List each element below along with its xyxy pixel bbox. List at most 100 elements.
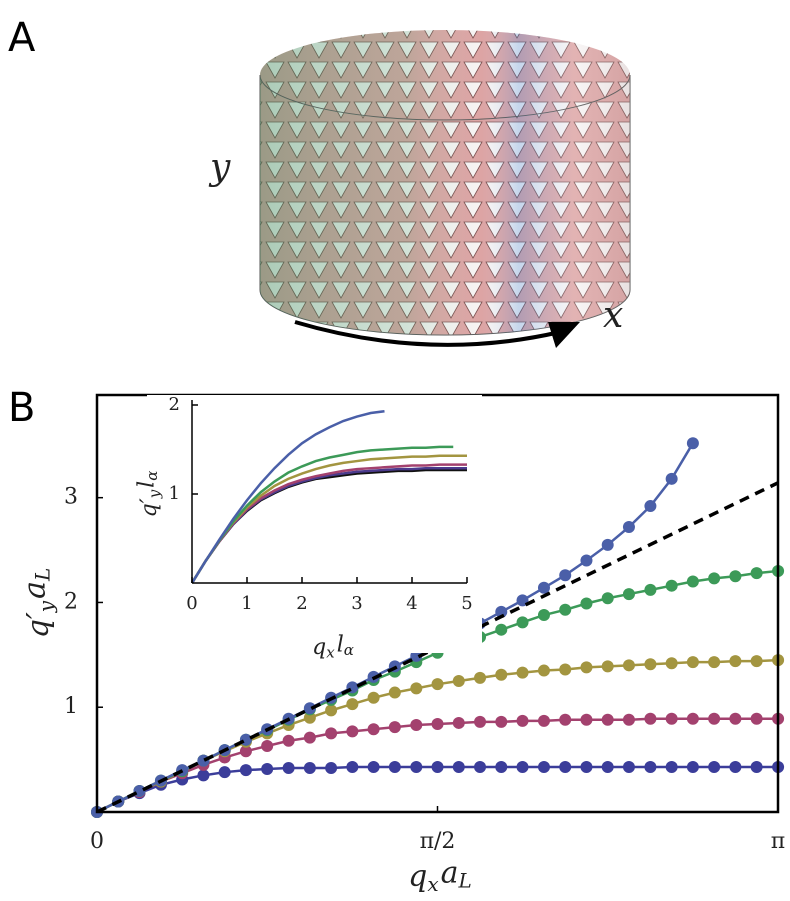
data-point [325, 761, 338, 774]
data-point [367, 723, 380, 736]
data-point [729, 712, 742, 725]
data-point [729, 655, 742, 668]
data-point [325, 727, 338, 740]
axis-label: qxlα [312, 633, 354, 662]
data-point [729, 760, 742, 773]
data-point [622, 659, 635, 672]
series-line [190, 409, 385, 584]
data-point [708, 656, 721, 669]
axis-label-part: q′ [137, 498, 162, 517]
data-point [239, 745, 252, 758]
data-point [197, 754, 210, 767]
data-point [750, 567, 763, 580]
data-point [474, 760, 487, 773]
data-point [708, 572, 721, 585]
data-point [303, 711, 316, 724]
data-point [686, 437, 699, 450]
data-point [239, 764, 252, 777]
data-point [410, 760, 423, 773]
data-point [622, 713, 635, 726]
data-point [729, 570, 742, 583]
data-point [516, 714, 529, 727]
data-point [516, 616, 529, 629]
data-point [431, 717, 444, 730]
data-point [750, 760, 763, 773]
data-point [559, 713, 572, 726]
data-point [686, 656, 699, 669]
axis-label: q′yaL [18, 568, 58, 639]
data-point [665, 657, 678, 670]
x-tick-label: π [771, 829, 785, 854]
arrow-head [548, 322, 580, 348]
data-point [559, 663, 572, 676]
data-point [644, 658, 657, 671]
data-point [367, 760, 380, 773]
data-point [516, 666, 529, 679]
data-point [495, 715, 508, 728]
data-point [516, 760, 529, 773]
axis-label: qxaL [408, 856, 472, 896]
data-point [431, 760, 444, 773]
y-tick-label: 1 [169, 483, 180, 504]
data-point [282, 761, 295, 774]
data-point [495, 605, 508, 618]
data-point [388, 760, 401, 773]
data-point [346, 760, 359, 773]
y-tick-label: 2 [169, 394, 180, 415]
data-point [410, 682, 423, 695]
data-point [261, 739, 274, 752]
data-point [367, 691, 380, 704]
data-point [559, 760, 572, 773]
data-point [537, 609, 550, 622]
axis-label-part: α [344, 641, 354, 659]
data-point [580, 713, 593, 726]
axis-label-part: L [458, 868, 472, 892]
x-tick-label: 2 [296, 593, 307, 614]
axis-label: q′ylα [135, 471, 164, 518]
data-point [601, 660, 614, 673]
y-tick-label: 3 [64, 485, 78, 510]
axis-label-part: l [135, 481, 160, 488]
x-tick-label: 3 [351, 593, 362, 614]
data-point [622, 760, 635, 773]
cylinder [259, 30, 631, 336]
axis-label-part: q [408, 859, 427, 894]
x-tick-label: 4 [406, 593, 417, 614]
x-tick-label: 0 [186, 593, 197, 614]
data-point [431, 678, 444, 691]
data-point [495, 668, 508, 681]
panel-label: A [8, 15, 36, 61]
data-point [686, 760, 699, 773]
data-point [537, 581, 550, 594]
axis-label-part: q′ [21, 612, 56, 638]
data-point [303, 761, 316, 774]
data-point [601, 538, 614, 551]
x-tick-label: 5 [461, 593, 472, 614]
data-point [452, 675, 465, 688]
data-point [750, 655, 763, 668]
axis-label-part: a [18, 581, 53, 599]
data-point [686, 575, 699, 588]
data-point [218, 766, 231, 779]
axis-label-part: y [34, 600, 58, 613]
axis-label-part: L [30, 568, 54, 582]
data-point [495, 623, 508, 636]
series-line [190, 445, 454, 584]
data-point [346, 698, 359, 711]
data-point [197, 769, 210, 782]
data-point [665, 579, 678, 592]
data-point [644, 583, 657, 596]
data-point [388, 721, 401, 734]
x-tick-label: 0 [90, 829, 104, 854]
axis-label: y [208, 147, 231, 188]
data-point [559, 603, 572, 616]
data-point [537, 714, 550, 727]
panel-label: B [8, 385, 35, 431]
data-point [750, 712, 763, 725]
data-point [537, 760, 550, 773]
data-point [622, 588, 635, 601]
axis-label-part: l [337, 633, 344, 658]
data-point [580, 554, 593, 567]
data-point [325, 704, 338, 717]
